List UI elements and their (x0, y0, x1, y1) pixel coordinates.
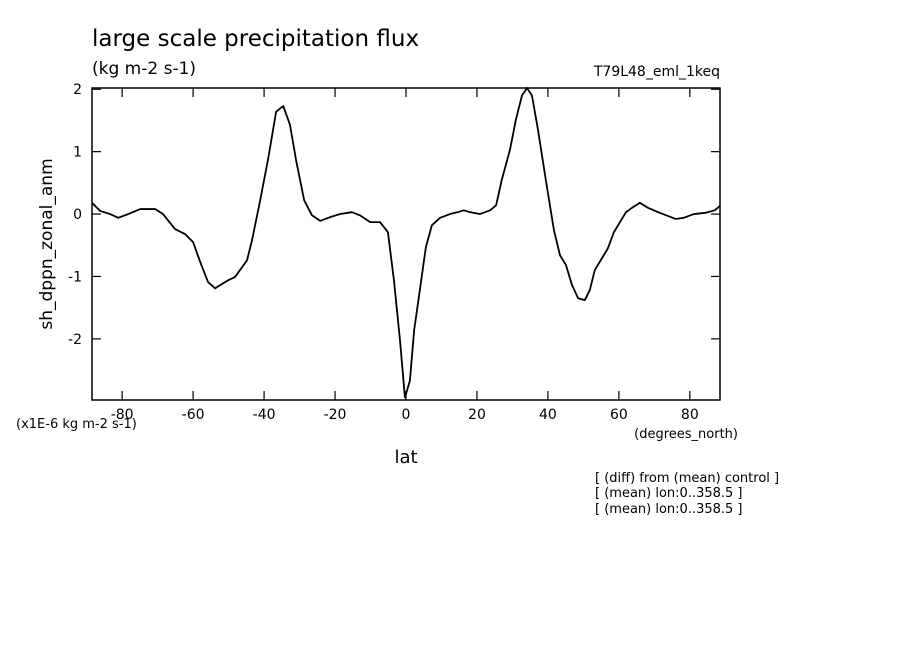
y-tick-label: -1 (68, 269, 82, 285)
x-axis-label: lat (394, 447, 417, 468)
plot-frame (91, 87, 721, 401)
y-tick-label: 2 (73, 82, 82, 98)
x-tick-label: 80 (681, 407, 699, 423)
x-tick-label: -20 (324, 407, 347, 423)
x-tick-label: 0 (402, 407, 411, 423)
x-units: (degrees_north) (634, 427, 738, 442)
y-units: (x1E-6 kg m-2 s-1) (16, 417, 137, 432)
x-tick-label: 40 (539, 407, 557, 423)
note: [ (mean) lon:0..358.5 ] (595, 486, 743, 501)
x-tick-label: -60 (182, 407, 205, 423)
note: [ (diff) from (mean) control ] (595, 471, 779, 486)
run-label: T79L48_eml_1keq (593, 64, 720, 80)
x-tick-label: -40 (253, 407, 276, 423)
x-tick-label: -80 (111, 407, 134, 423)
x-tick-label: 20 (468, 407, 486, 423)
subtitle: (kg m-2 s-1) (92, 59, 196, 79)
y-axis-label: sh_dppn_zonal_anm (37, 158, 57, 329)
x-tick-label: 60 (610, 407, 628, 423)
note: [ (mean) lon:0..358.5 ] (595, 502, 743, 517)
y-tick-label: -2 (68, 332, 82, 348)
data-line (91, 87, 721, 399)
chart-title: large scale precipitation flux (92, 26, 419, 52)
y-tick-label: 0 (73, 207, 82, 223)
y-tick-label: 1 (73, 145, 82, 161)
